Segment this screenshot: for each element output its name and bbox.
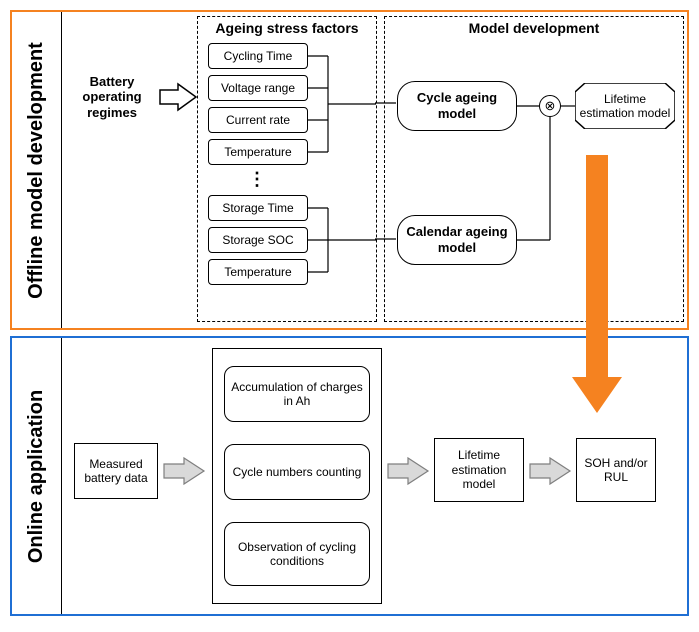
- output-text: SOH and/or RUL: [577, 456, 655, 485]
- measured-data-node: Measured battery data: [74, 443, 158, 499]
- offline-vlabel: Offline model development: [12, 12, 62, 328]
- factor-temperature-cyc: Temperature: [208, 139, 308, 165]
- factor-storage-time: Storage Time: [208, 195, 308, 221]
- factor-storage-soc: Storage SOC: [208, 227, 308, 253]
- factor-storage-soc-text: Storage SOC: [222, 233, 293, 247]
- factor-voltage-range: Voltage range: [208, 75, 308, 101]
- lifetime-model-offline: Lifetime estimation model: [575, 83, 675, 129]
- factor-temperature-cal-text: Temperature: [224, 265, 291, 279]
- proc-accumulation: Accumulation of charges in Ah: [224, 366, 370, 422]
- proc-observation-text: Observation of cycling conditions: [225, 540, 369, 569]
- model-connectors: [385, 17, 685, 323]
- output-node: SOH and/or RUL: [576, 438, 656, 502]
- cycle-ageing-text: Cycle ageing model: [398, 90, 516, 121]
- factor-storage-time-text: Storage Time: [222, 201, 293, 215]
- offline-label-text: Offline model development: [25, 42, 48, 299]
- factor-cycling-time-text: Cycling Time: [224, 49, 293, 63]
- dots-text: ⋮: [248, 169, 266, 189]
- proc-cycle-count: Cycle numbers counting: [224, 444, 370, 500]
- factor-voltage-range-text: Voltage range: [221, 81, 295, 95]
- factor-temperature-cyc-text: Temperature: [224, 145, 291, 159]
- orange-arrow-down: [572, 155, 622, 415]
- stress-group-title: Ageing stress factors: [198, 20, 376, 36]
- battery-regimes-text: Battery operating regimes: [66, 74, 158, 121]
- combiner-symbol: ⊗: [545, 98, 556, 114]
- battery-regimes-node: Battery operating regimes: [66, 72, 158, 122]
- proc-cycle-count-text: Cycle numbers counting: [233, 465, 362, 479]
- arrow-regimes-to-stress: [158, 82, 198, 112]
- stress-factors-group: Ageing stress factors Cycling Time Volta…: [197, 16, 377, 322]
- factor-temperature-cal: Temperature: [208, 259, 308, 285]
- combiner-node: ⊗: [539, 95, 561, 117]
- arrow-proc-to-lifetime: [386, 456, 430, 486]
- model-group-title: Model development: [385, 20, 683, 36]
- arrow-lifetime-to-output: [528, 456, 572, 486]
- proc-observation: Observation of cycling conditions: [224, 522, 370, 586]
- model-dev-group: Model development Cycle ageing model Cal…: [384, 16, 684, 322]
- lifetime-model-online: Lifetime estimation model: [434, 438, 524, 502]
- cycle-ageing-model: Cycle ageing model: [397, 81, 517, 131]
- factor-cycling-time: Cycling Time: [208, 43, 308, 69]
- lifetime-model-online-text: Lifetime estimation model: [435, 448, 523, 491]
- factor-current-rate-text: Current rate: [226, 113, 290, 127]
- factor-current-rate: Current rate: [208, 107, 308, 133]
- measured-data-text: Measured battery data: [75, 457, 157, 486]
- calendar-ageing-text: Calendar ageing model: [398, 224, 516, 255]
- online-vlabel: Online application: [12, 338, 62, 614]
- calendar-ageing-model: Calendar ageing model: [397, 215, 517, 265]
- arrow-measured-to-proc: [162, 456, 206, 486]
- dots-separator: ⋮: [248, 169, 266, 190]
- online-label-text: Online application: [25, 389, 48, 562]
- lifetime-model-offline-text: Lifetime estimation model: [575, 92, 675, 121]
- proc-accumulation-text: Accumulation of charges in Ah: [225, 380, 369, 409]
